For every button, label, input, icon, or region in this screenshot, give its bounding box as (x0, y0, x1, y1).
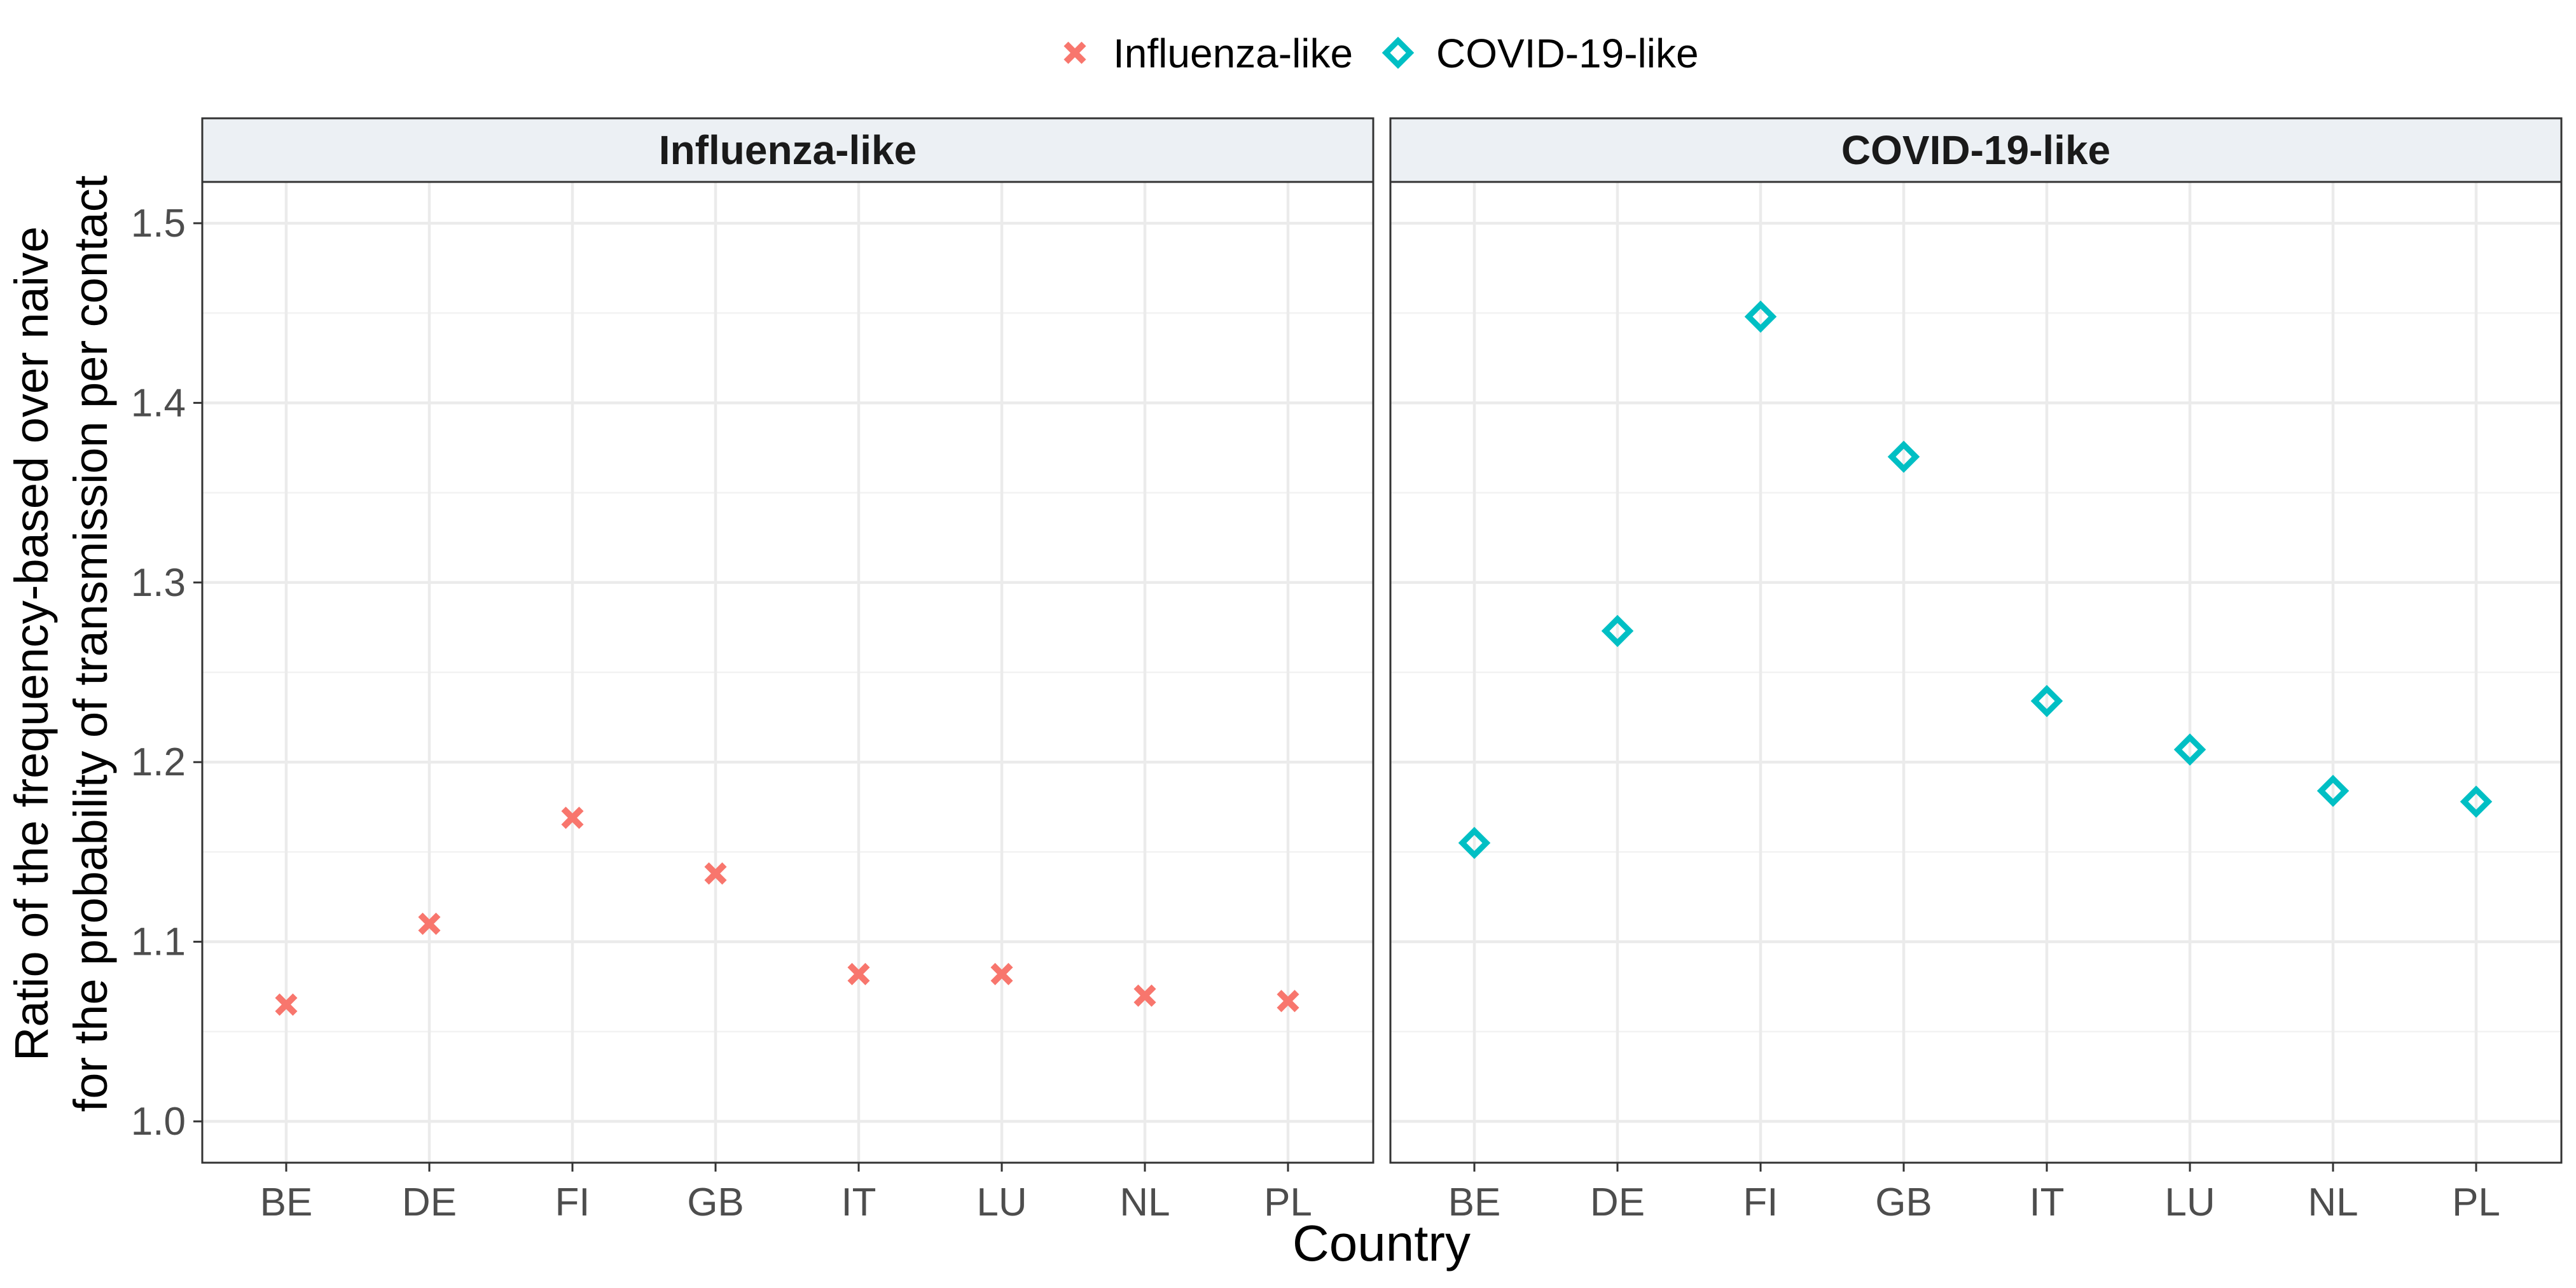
data-point-pl (2460, 786, 2493, 818)
x-tick-label: DE (1590, 1181, 1645, 1224)
y-tick-label: 1.4 (131, 381, 186, 425)
x-tick-label: IT (2029, 1181, 2064, 1224)
x-tick-label: IT (841, 1181, 876, 1224)
x-tick-label: LU (2164, 1181, 2215, 1224)
y-tick-label: 1.3 (131, 561, 186, 605)
facet-strip (1389, 117, 2563, 183)
x-tick-label: PL (2452, 1181, 2500, 1224)
legend-marker-2 (1381, 36, 1415, 69)
panel-2: COVID-19-like BE DE FI GB IT LU NL PL (1389, 117, 2563, 1224)
facet-strip (201, 117, 1375, 183)
data-point-fi (561, 807, 584, 829)
data-point-gb (1887, 440, 1920, 473)
y-tick-label: 1.1 (131, 920, 186, 964)
data-point-be (1458, 827, 1491, 859)
data-point-gb (704, 862, 727, 885)
y-tick-label: 1.2 (131, 740, 186, 784)
x-tick-label: BE (260, 1181, 313, 1224)
legend: Influenza-like COVID-19-like (1063, 31, 1699, 76)
x-tick-label: GB (1875, 1181, 1932, 1224)
data-point-lu (2173, 733, 2206, 766)
x-axis-label: Country (1292, 1215, 1471, 1271)
x-tick-label: FI (1743, 1181, 1778, 1224)
x-tick-label: BE (1448, 1181, 1501, 1224)
data-point-be (275, 993, 298, 1016)
data-point-nl (1133, 984, 1156, 1007)
data-point-it (847, 962, 870, 985)
x-tick-label: PL (1264, 1181, 1312, 1224)
x-tick-label: NL (2308, 1181, 2358, 1224)
facet-strip-title: Influenza-like (659, 127, 917, 173)
x-tick-label: FI (555, 1181, 590, 1224)
x-tick-label: DE (402, 1181, 457, 1224)
legend-marker-1 (1063, 41, 1086, 64)
data-point-de (1601, 614, 1634, 647)
facet-panels: Influenza-like BE DE FI GB IT LU NL PL 1.0 1.1 1.2 1… (131, 117, 2563, 1224)
data-point-de (418, 912, 441, 935)
data-point-fi (1744, 300, 1777, 333)
legend-label-1: Influenza-like (1113, 31, 1353, 76)
y-tick-label: 1.5 (131, 202, 186, 246)
data-point-nl (2316, 775, 2350, 807)
y-tick-label: 1.0 (131, 1100, 186, 1144)
legend-label-2: COVID-19-like (1436, 31, 1699, 76)
facet-strip-title: COVID-19-like (1841, 127, 2110, 173)
x-tick-label: NL (1119, 1181, 1170, 1224)
panel-1: Influenza-like BE DE FI GB IT LU NL PL 1.0 1.1 1.2 1… (131, 117, 1375, 1224)
y-axis-label-line-2: for the probability of transmission per … (64, 175, 117, 1112)
data-point-pl (1277, 990, 1299, 1013)
data-point-lu (990, 962, 1013, 985)
y-axis-label-line-1: Ratio of the frequency-based over naive (5, 226, 58, 1061)
data-point-it (2030, 684, 2063, 717)
x-tick-label: GB (687, 1181, 744, 1224)
x-tick-label: LU (976, 1181, 1027, 1224)
